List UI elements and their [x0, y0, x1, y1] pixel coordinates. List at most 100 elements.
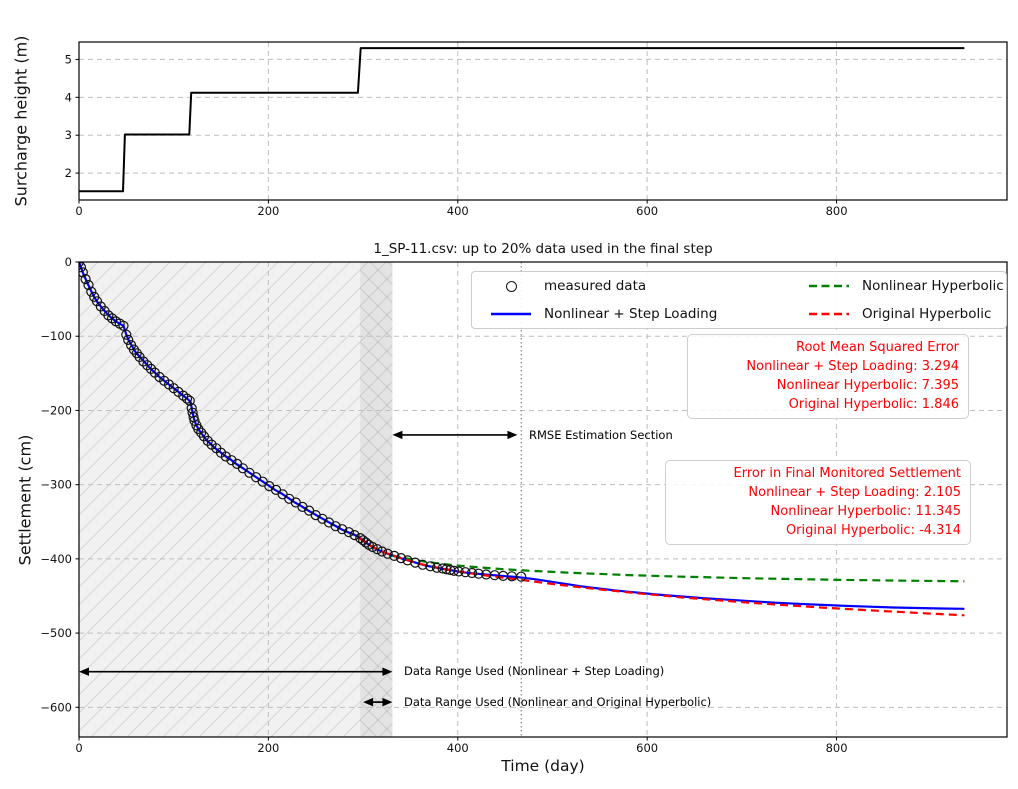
- rmse-box-line: Original Hyperbolic: 1.846: [788, 397, 959, 412]
- final-error-box-title: Error in Final Monitored Settlement: [733, 466, 961, 481]
- measured-data-point: [103, 310, 114, 321]
- final-error-box-line: Nonlinear + Step Loading: 2.105: [748, 485, 961, 500]
- x-tick-label: 200: [257, 741, 279, 755]
- measured-data-point: [395, 552, 407, 564]
- measured-data-point: [382, 548, 393, 559]
- measured-data-point: [431, 562, 442, 573]
- tick-labels: 0 200 400 600 800 2 3 4 5: [65, 52, 848, 218]
- step-loading-fit-range-span: [79, 262, 393, 737]
- x-tick-label: 600: [636, 741, 658, 755]
- measured-data-point: [516, 571, 527, 582]
- x-tick-label: 0: [75, 741, 82, 755]
- legend-item-original-hyperbolic: Original Hyperbolic: [790, 306, 1006, 322]
- measured-data-point: [138, 356, 149, 367]
- measured-data-point: [402, 555, 413, 566]
- measured-data-point: [80, 274, 91, 285]
- measured-data-point: [367, 541, 378, 553]
- chart-title: 1_SP-11.csv: up to 20% data used in the …: [373, 241, 713, 257]
- hyperbolic-fit-range-span: [360, 262, 393, 737]
- x-tick-label: 400: [447, 741, 469, 755]
- y-tick-label: 3: [65, 128, 72, 142]
- measured-data-marker-icon: [490, 280, 532, 292]
- legend-item-nonlinear-step-loading: Nonlinear + Step Loading: [472, 306, 790, 322]
- rmse-box-line: Nonlinear + Step Loading: 3.294: [746, 359, 959, 374]
- x-tick-label: 200: [257, 204, 279, 218]
- tick-marks: [75, 261, 838, 741]
- x-tick-label: 800: [826, 204, 848, 218]
- legend-item-measured-data: measured data: [472, 278, 790, 294]
- measured-data-point: [437, 563, 448, 574]
- legend-item-nonlinear-hyperbolic: Nonlinear Hyperbolic: [790, 278, 1006, 294]
- measured-data-point: [142, 360, 153, 371]
- y-tick-label: 5: [65, 52, 72, 66]
- grid: [79, 42, 1007, 200]
- y-tick-label: 0: [65, 255, 72, 269]
- top-axes: 0 200 400 600 800 2 3 4 5: [65, 41, 1008, 218]
- y-tick-label: −300: [40, 478, 72, 492]
- measured-data-point: [372, 544, 383, 555]
- measured-data-point: [466, 567, 478, 579]
- grid: [79, 262, 1007, 737]
- x-tick-label: 0: [75, 204, 82, 218]
- original-hyperbolic-curve: [358, 537, 965, 617]
- measured-data-point: [79, 262, 86, 273]
- measured-data-points: [79, 262, 527, 582]
- y-tick-label: 2: [65, 166, 72, 180]
- measured-data-point: [184, 395, 195, 406]
- final-error-box-line: Nonlinear Hyperbolic: 11.345: [770, 504, 961, 519]
- measured-data-point: [220, 451, 231, 462]
- measured-data-point: [145, 363, 157, 374]
- measured-data-point: [441, 564, 452, 575]
- y-tick-label: 4: [65, 90, 72, 104]
- top-y-axis-label: Surcharge height (m): [11, 35, 31, 207]
- measured-data-point: [460, 567, 471, 578]
- measured-data-point: [121, 329, 132, 340]
- nonlinear-hyperbolic-curve: [392, 554, 965, 583]
- measured-data-point: [202, 435, 213, 446]
- surcharge-height-step-curve: [79, 47, 965, 193]
- green-dashed-line-icon: [808, 284, 850, 288]
- measured-data-point: [410, 557, 421, 568]
- bottom-x-axis-label: Time (day): [501, 757, 585, 775]
- blue-solid-line-icon: [490, 312, 532, 316]
- measured-data-point: [389, 550, 400, 562]
- axes-frame: [78, 41, 1008, 201]
- range-hyp-annotation: Data Range Used (Nonlinear and Original …: [404, 695, 712, 709]
- measured-data-point: [226, 455, 237, 466]
- tick-marks: [75, 58, 838, 204]
- measured-data-point: [330, 521, 341, 532]
- rmse-box-line: Nonlinear Hyperbolic: 7.395: [776, 378, 959, 393]
- rmse-text-box: Root Mean Squared Error Nonlinear + Step…: [687, 334, 969, 419]
- measured-data-point: [337, 524, 348, 535]
- measured-data-point: [417, 559, 428, 570]
- y-tick-label: −500: [40, 626, 72, 640]
- measured-data-point: [181, 393, 193, 404]
- measured-data-point: [123, 334, 134, 345]
- y-tick-label: −400: [40, 552, 72, 566]
- y-tick-label: −600: [40, 700, 72, 714]
- legend: measured data Nonlinear Hyperbolic Nonli…: [471, 271, 1007, 329]
- x-tick-label: 800: [826, 741, 848, 755]
- bottom-axes: 0 200 400 600 800 0 −100 −200 −300 −400 −500 −600: [40, 255, 1008, 755]
- axes-frame: [78, 261, 1008, 738]
- range-step-annotation: Data Range Used (Nonlinear + Step Loadin…: [404, 664, 665, 678]
- measured-data-point: [79, 267, 88, 278]
- legend-label: Original Hyperbolic: [862, 306, 992, 322]
- legend-label: Nonlinear Hyperbolic: [862, 278, 1004, 294]
- x-tick-label: 600: [636, 204, 658, 218]
- measured-data-point: [91, 296, 103, 307]
- step-loading-range-arrow: [79, 667, 393, 676]
- final-error-text-box: Error in Final Monitored Settlement Nonl…: [665, 460, 971, 545]
- rmse-section-arrow: [392, 430, 518, 440]
- measured-data-point: [343, 527, 354, 538]
- legend-label: Nonlinear + Step Loading: [544, 306, 718, 322]
- final-error-box-line: Original Hyperbolic: -4.314: [785, 523, 961, 538]
- y-tick-label: −200: [40, 403, 72, 417]
- measured-data-point: [473, 568, 484, 579]
- measured-data-point: [376, 546, 388, 557]
- measured-data-point: [448, 565, 460, 576]
- rmse-section-annotation: RMSE Estimation Section: [529, 428, 673, 442]
- measured-data-point: [118, 320, 129, 331]
